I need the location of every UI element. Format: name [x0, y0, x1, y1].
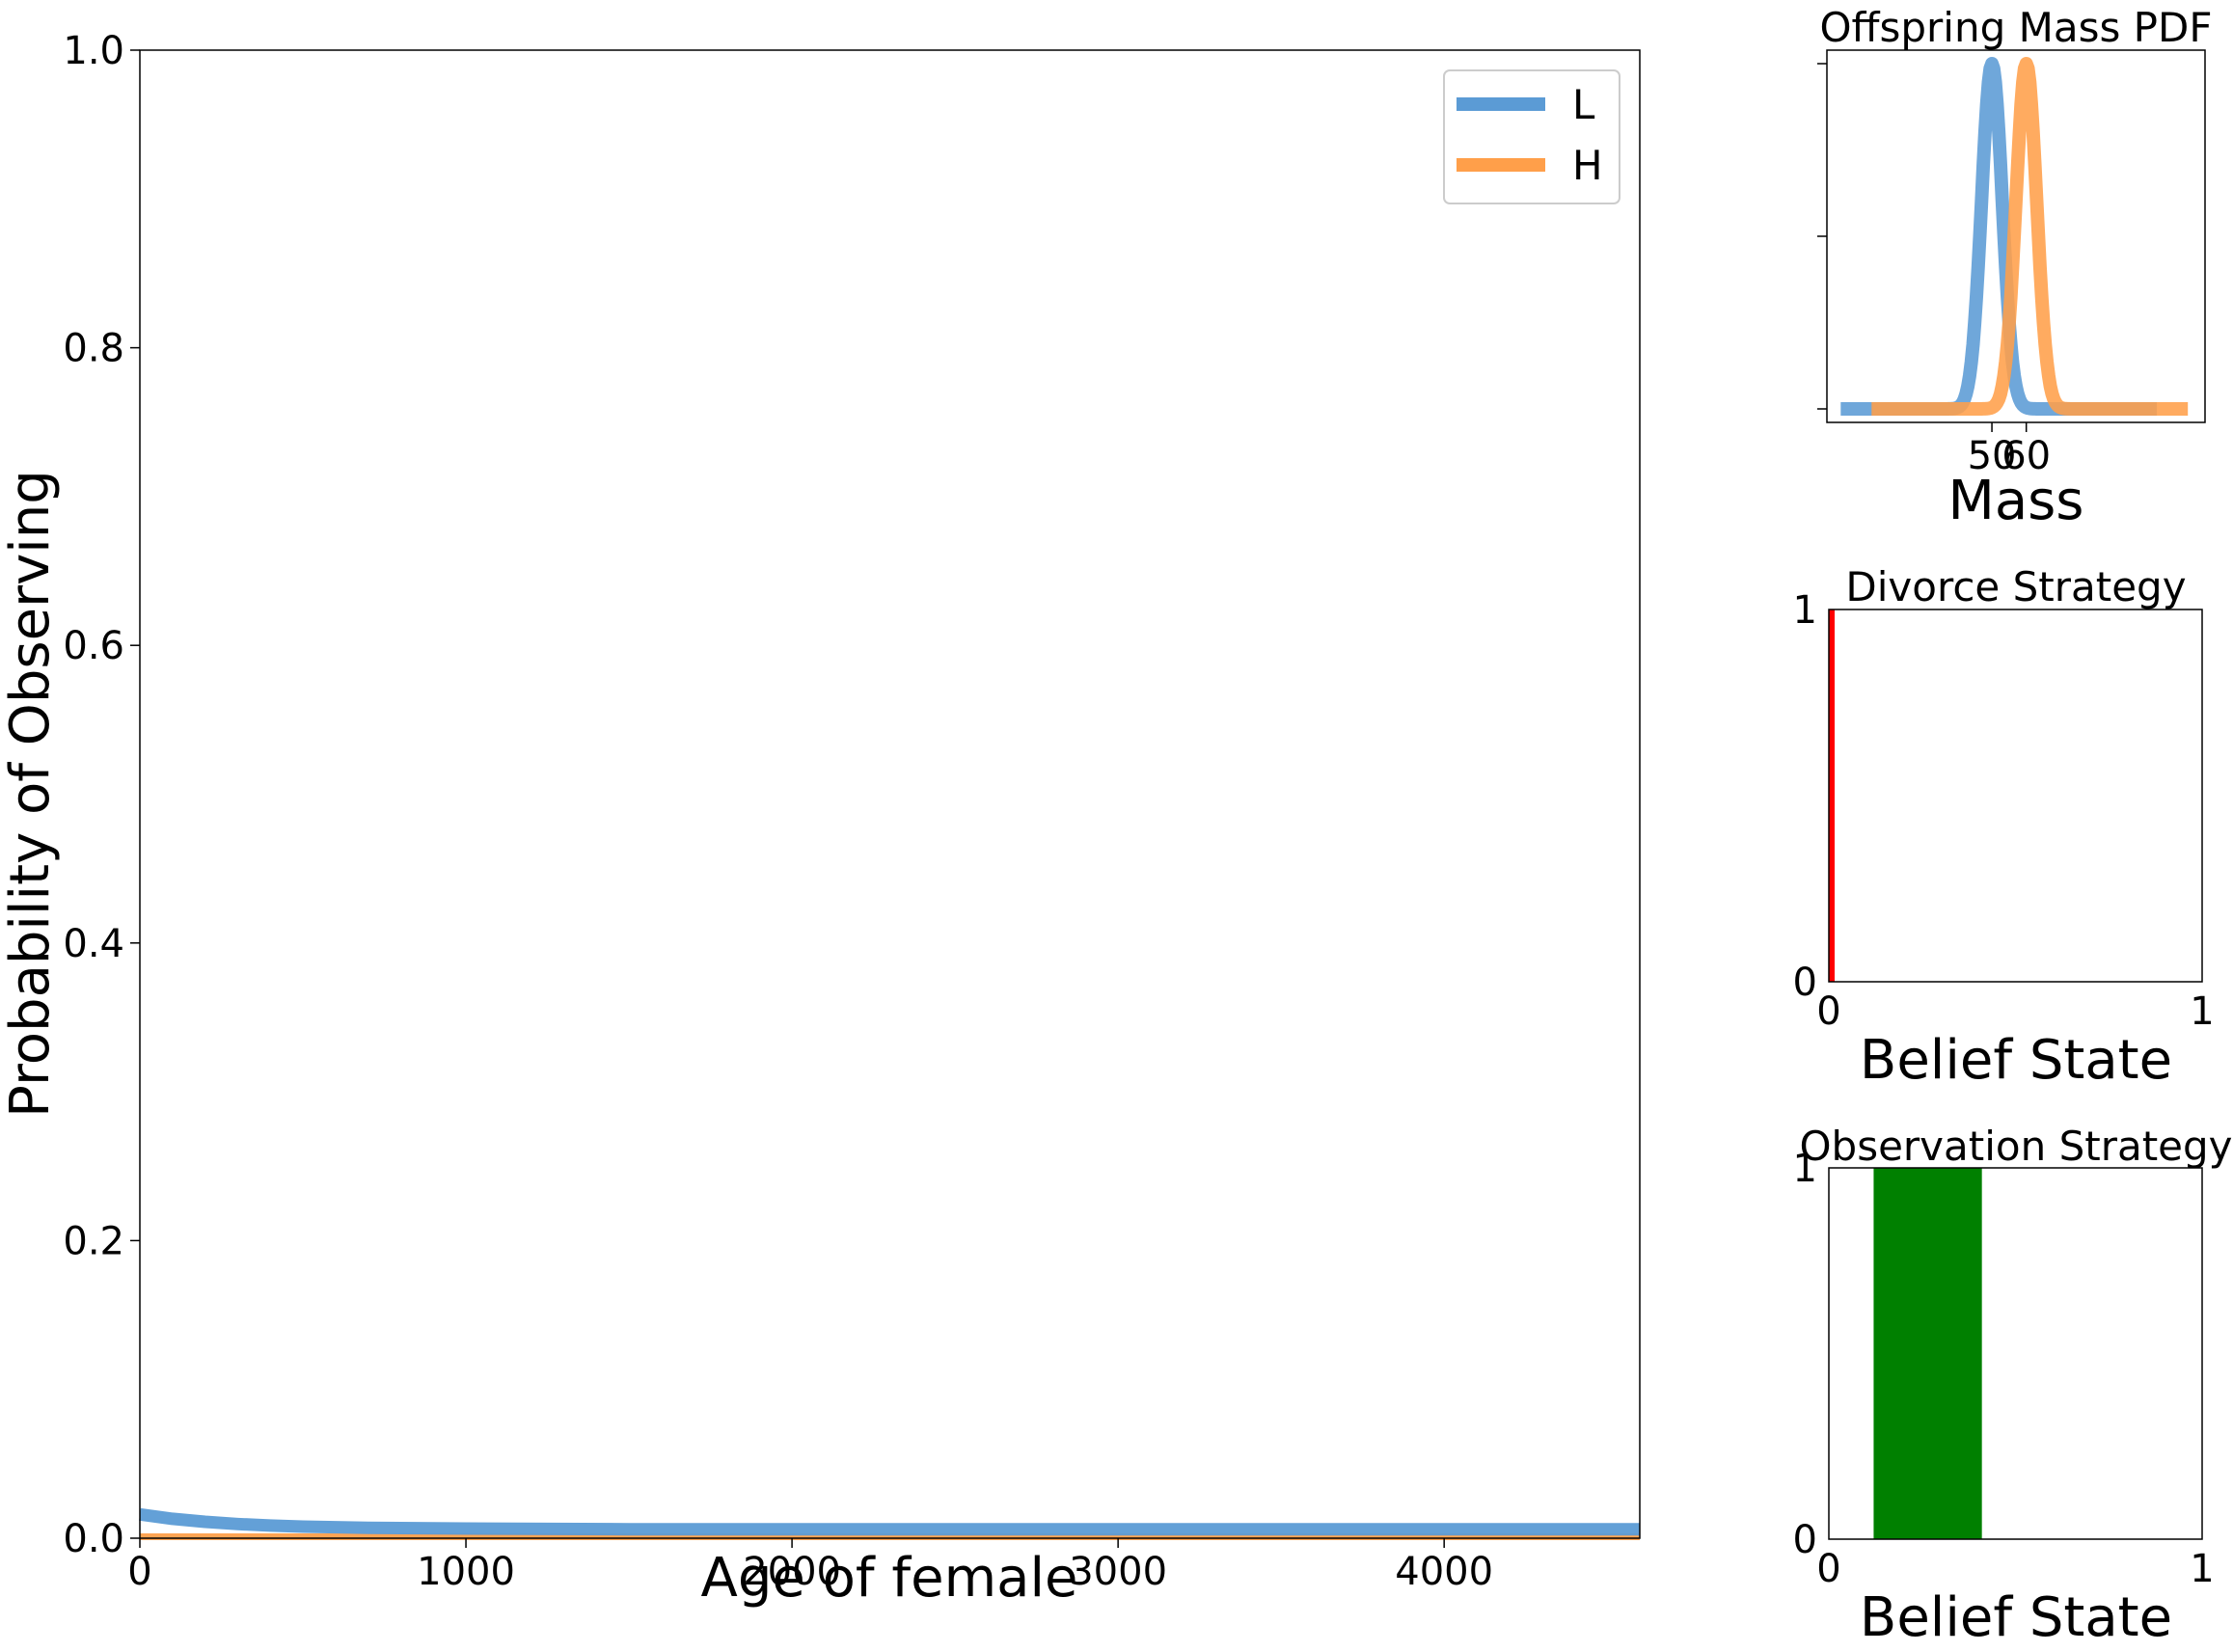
main-ytick-label: 0.6	[63, 624, 124, 668]
legend-label-H: H	[1572, 142, 1603, 189]
main-xtick-label: 3000	[1069, 1550, 1167, 1594]
divorce-ytick-0: 0	[1793, 961, 1817, 1005]
main-xlabel: Age of female	[701, 1547, 1078, 1610]
divorce-bar	[1829, 609, 1835, 982]
main-legend: L H	[1443, 69, 1620, 204]
main-ytick-label: 0.0	[63, 1517, 124, 1561]
main-xtick-label: 0	[127, 1550, 151, 1594]
main-ytick-label: 0.4	[63, 922, 124, 966]
main-xtick-label: 1000	[417, 1550, 515, 1594]
pdf-series-group	[1836, 57, 2193, 416]
observation-chart: Observation Strategy 0 1 0 1 Belief Stat…	[1793, 1123, 2233, 1649]
observation-xtick-1: 1	[2190, 1547, 2214, 1591]
divorce-chart: Divorce Strategy 0 1 0 1 Belief State	[1793, 563, 2215, 1092]
main-series-group	[139, 1507, 1640, 1540]
main-ytick-label: 1.0	[63, 29, 124, 73]
pdf-xtick-label: 50	[1968, 434, 2017, 478]
observation-bar	[1873, 1168, 1982, 1539]
main-chart: 0 1000 2000 3000 4000 0.0 0.2 0.4 0.6 0.8 1.0 Age …	[0, 29, 1641, 1610]
divorce-plot-frame	[1828, 609, 2203, 983]
main-ytick-label: 0.2	[63, 1219, 124, 1263]
pdf-xtick-label: 60	[2002, 434, 2051, 478]
pdf-title: Offspring Mass PDF	[1819, 4, 2212, 51]
pdf-line-H	[1866, 57, 2193, 416]
observation-title: Observation Strategy	[1799, 1123, 2232, 1170]
series-line-L	[139, 1507, 1640, 1536]
main-ytick-label: 0.8	[63, 327, 124, 371]
main-xtick-label: 4000	[1395, 1550, 1493, 1594]
observation-xtick-0: 0	[1816, 1547, 1840, 1591]
divorce-ytick-1: 1	[1793, 588, 1817, 633]
main-ylabel: Probability of Observing	[0, 470, 62, 1118]
legend-label-L: L	[1572, 81, 1595, 128]
main-xtick-label: 2000	[743, 1550, 841, 1594]
observation-ytick-1: 1	[1793, 1147, 1817, 1191]
main-plot-frame	[139, 49, 1641, 1539]
observation-ytick-0: 0	[1793, 1518, 1817, 1562]
pdf-line-L	[1836, 57, 2163, 416]
pdf-xlabel: Mass	[1948, 470, 2084, 532]
divorce-xlabel: Belief State	[1860, 1029, 2172, 1092]
observation-xlabel: Belief State	[1860, 1586, 2172, 1649]
main-ticks-group: 0 1000 2000 3000 4000 0.0 0.2 0.4 0.6 0.8 1.0	[63, 29, 1493, 1594]
divorce-xtick-1: 1	[2190, 989, 2214, 1034]
observation-plot-frame	[1828, 1167, 2203, 1540]
divorce-xtick-0: 0	[1816, 989, 1840, 1034]
divorce-title: Divorce Strategy	[1845, 563, 2186, 610]
